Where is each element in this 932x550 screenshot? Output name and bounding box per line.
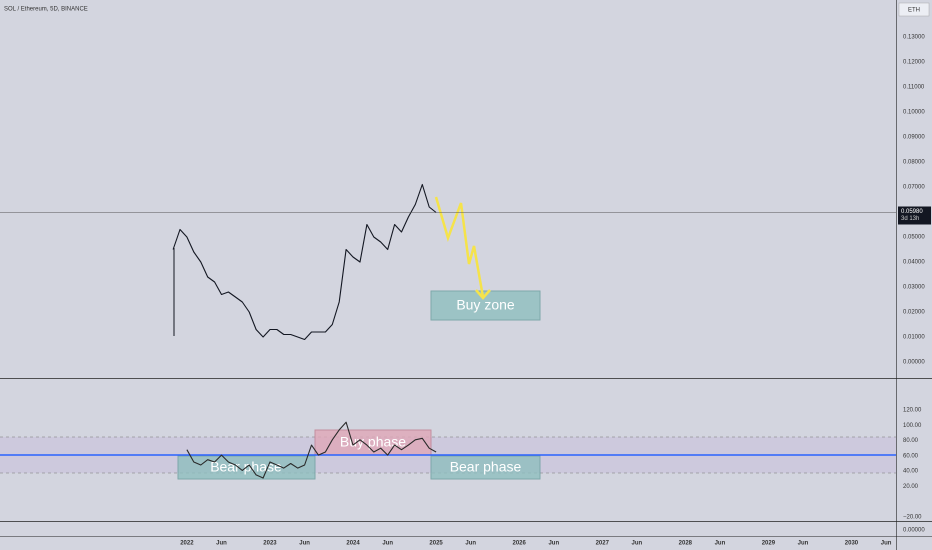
- bear-phase-box: [430, 455, 541, 480]
- chart-title: SOL / Ethereum, 5D, BINANCE: [4, 7, 88, 13]
- annotation: Bear phase: [450, 459, 522, 475]
- lower-axis-label: 0.00000: [903, 528, 925, 534]
- currency-label[interactable]: ETH: [908, 8, 920, 14]
- x-tick-label: 2030: [845, 541, 859, 547]
- y-tick-label: 0.01000: [903, 335, 925, 341]
- arrow-head: [475, 289, 491, 300]
- y-tick-label: 0.07000: [903, 185, 925, 191]
- x-tick-label: Jun: [881, 541, 892, 547]
- y-tick-label: 0.03000: [903, 285, 925, 291]
- y-tick-label: 0.11000: [903, 85, 925, 91]
- last-price-label: 0.05980: [901, 209, 923, 215]
- y-tick-label: 0.00000: [903, 360, 925, 366]
- x-tick-label: Jun: [548, 541, 559, 547]
- x-tick-label: 2029: [762, 541, 776, 547]
- y-tick-label: 0.08000: [903, 160, 925, 166]
- y-tick-label: 0.10000: [903, 110, 925, 116]
- x-tick-label: 2025: [429, 541, 443, 547]
- countdown-label: 3d 13h: [901, 216, 919, 222]
- x-tick-label: Jun: [216, 541, 227, 547]
- x-tick-label: 2023: [263, 541, 277, 547]
- x-tick-label: 2022: [180, 541, 194, 547]
- annotation: Bear phase: [210, 459, 282, 475]
- y-tick-label: 0.02000: [903, 310, 925, 316]
- rsi-tick-label: −20.00: [903, 515, 922, 521]
- x-tick-label: Jun: [465, 541, 476, 547]
- price-line: [172, 183, 437, 341]
- rsi-line: [186, 421, 437, 479]
- last-price-box: [898, 206, 931, 225]
- x-tick-label: Jun: [798, 541, 809, 547]
- y-tick-label: 0.12000: [903, 60, 925, 66]
- x-tick-label: Jun: [632, 541, 643, 547]
- annotation: Buy zone: [456, 297, 515, 313]
- x-tick-label: 2024: [346, 541, 360, 547]
- projection-arrow: [434, 196, 485, 298]
- rsi-tick-label: 120.00: [903, 408, 922, 414]
- y-tick-label: 0.13000: [903, 35, 925, 41]
- rsi-tick-label: 80.00: [903, 438, 919, 444]
- rsi-tick-label: 20.00: [903, 484, 919, 490]
- y-tick-label: 0.04000: [903, 260, 925, 266]
- x-tick-label: 2027: [596, 541, 610, 547]
- rsi-tick-label: 40.00: [903, 469, 919, 475]
- y-tick-label: 0.09000: [903, 135, 925, 141]
- rsi-tick-label: 100.00: [903, 423, 922, 429]
- x-tick-label: Jun: [715, 541, 726, 547]
- annotation: Buy phase: [340, 434, 406, 450]
- currency-box[interactable]: [898, 2, 930, 17]
- x-tick-label: 2026: [513, 541, 527, 547]
- x-tick-label: Jun: [299, 541, 310, 547]
- y-tick-label: 0.05000: [903, 235, 925, 241]
- x-tick-label: 2028: [679, 541, 693, 547]
- rsi-tick-label: 60.00: [903, 453, 919, 459]
- x-tick-label: Jun: [382, 541, 393, 547]
